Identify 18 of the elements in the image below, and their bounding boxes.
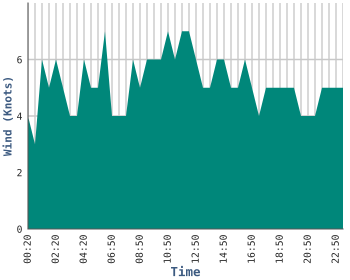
x-tick-label: 14:50 [219, 235, 227, 263]
x-tick-label: 00:20 [23, 235, 31, 264]
x-tick-label: 20:50 [303, 235, 311, 264]
x-tick-label: 04:20 [79, 235, 87, 264]
x-tick-label: 10:50 [163, 235, 171, 263]
y-tick-label: 6 [17, 56, 22, 64]
x-tick-label: 06:50 [107, 235, 115, 264]
y-tick-label: 2 [17, 169, 22, 176]
y-axis-title: Wind (Knots) [2, 78, 13, 156]
x-tick-label: 08:50 [135, 235, 143, 264]
x-axis-title: Time [171, 266, 200, 276]
x-tick-label: 18:50 [275, 235, 283, 263]
x-tick-label: 22:50 [331, 235, 339, 264]
x-tick-label: 12:50 [191, 235, 199, 263]
x-tick-label: 02:20 [51, 235, 59, 264]
x-tick-label: 16:50 [247, 235, 255, 263]
y-tick-label: 4 [17, 112, 22, 120]
y-tick-label: 0 [17, 226, 22, 233]
